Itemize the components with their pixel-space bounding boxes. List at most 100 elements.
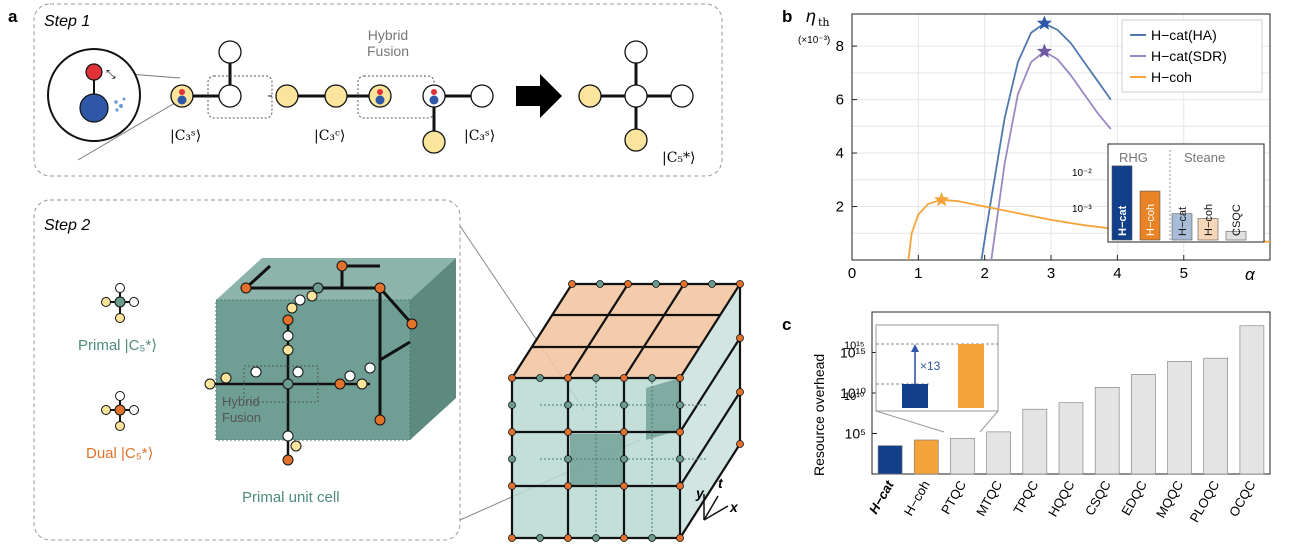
b-series-line-0 [980,22,1112,261]
c-xlabel-EDQC: EDQC [1118,478,1150,518]
c-xlabel-HQQC: HQQC [1045,478,1077,519]
inset-bar-1 [1139,190,1161,241]
primal-c5-icon [101,283,139,323]
panel-a-letter: a [8,7,18,26]
panel-b-xtitle: α [1245,265,1256,284]
c-xlabel-CSQC: CSQC [1082,478,1114,518]
panel-b-ytitle-sub: th [818,16,830,29]
panel-c-ytitle: Resource overhead [811,354,827,476]
dual-c5-icon [101,391,139,431]
rhg-lattice [508,280,744,542]
panel-c-bars [877,325,1265,475]
b-peak-star-1 [1036,43,1052,58]
hybrid-fusion-cube-1: Hybrid [222,394,260,409]
inset-bar-label-0: H−cat [1117,205,1129,236]
legend-hcat-ha: H−cat(HA) [1151,27,1217,43]
panel-b-yunit: (×10⁻³) [798,35,830,46]
primal-unit-cell-cube [204,258,456,466]
c-bar-MQQC [1167,361,1192,475]
c-xlabel-PTQC: PTQC [938,478,969,517]
ket-c5: |C₅*⟩ [662,150,696,166]
panel-c-xlabels: H−cat H−coh PTQC MTQC TPQC HQQC CSQC EDQC MQQC PL… [866,477,1259,524]
panel-b-frame [851,13,1271,261]
inset-group-rhg: RHG [1119,150,1148,165]
b-ytick-label: 6 [836,92,844,109]
c-bar-PLOQC [1203,357,1229,475]
panel-b-ytitle: η [806,6,816,26]
right-arrow-icon [516,74,562,118]
inset-bar-label-4: CSQC [1231,204,1243,236]
red-ancilla-icon [85,63,103,81]
panel-b-ticks: 0 1 2 3 4 5 2 4 6 8 [836,38,1188,282]
c-xlabel-OCQC: OCQC [1226,478,1258,519]
inset-factor: ×13 [920,359,941,373]
inset-ytick-2: 10⁻³ [1072,204,1092,215]
c-xlabel-H−cat: H−cat [866,477,897,516]
c-bar-TPQC [1022,408,1048,475]
ket-c3s-1: |C₃ˢ⟩ [170,128,201,144]
b-xtick-label: 0 [848,265,856,282]
cluster-c5-star [578,40,694,152]
inset-ytick-1: 10⁻² [1072,168,1092,179]
axis-t-label: t [718,475,724,491]
c-xlabel-MTQC: MTQC [973,478,1005,519]
primal-unit-cell-label: Primal unit cell [242,489,340,506]
swap-arrows-icon: ⤡ [106,67,116,81]
c-bar-CSQC [1094,387,1120,475]
blue-mode-icon [79,93,109,123]
c-bar-OCQC [1239,325,1265,475]
b-xtick-label: 2 [981,265,989,282]
c-xlabel-TPQC: TPQC [1010,478,1041,517]
primal-label: Primal |C₅*⟩ [78,337,157,354]
c-ytick-label: 10¹⁵ [840,345,866,361]
inset-c-ytick-1: 10¹⁵ [844,340,864,352]
cluster-c3c [275,75,435,119]
axis-x-label: x [729,499,739,515]
c-bar-HQQC [1058,402,1084,475]
inset-bar-2 [1171,213,1193,241]
hybrid-fusion-top-2: Fusion [367,43,409,59]
b-series-line-1 [990,50,1112,261]
panel-b-inset: RHG Steane 10⁻² 10⁻³ H−cat H−coh H−cat H−co… [1072,143,1265,243]
legend-hcat-sdr: H−cat(SDR) [1151,48,1227,64]
b-xtick-label: 5 [1180,265,1188,282]
legend-hcoh: H−coh [1151,69,1192,85]
step2-title: Step 2 [44,217,90,234]
b-xtick-label: 4 [1113,265,1121,282]
inset-c-ytick-2: 10¹⁰ [844,391,865,403]
c-bar-H−coh [913,439,939,475]
step1-box [33,3,723,177]
inset-bar-0 [1111,165,1133,241]
axis-y-label: y [695,485,705,501]
magnifier: ⤡ [47,48,181,161]
inset-bar-label-2: H−cat [1177,207,1189,236]
inset-group-steane: Steane [1184,150,1225,165]
panel-c-letter: c [782,315,791,334]
c-ytick-label: 10⁵ [845,426,866,442]
hybrid-fusion-cube-2: Fusion [222,410,261,425]
axis-triad [703,494,729,521]
panel-c-inset: ×13 10¹⁵ 10¹⁰ [844,324,999,433]
c-bar-EDQC [1131,374,1156,475]
panel-b-legend: H−cat(HA) H−cat(SDR) H−coh [1121,19,1263,93]
c-xlabel-MQQC: MQQC [1153,478,1186,521]
c-bar-H−cat [877,445,903,475]
b-ytick-label: 8 [836,38,844,55]
b-xtick-label: 1 [914,265,922,282]
cluster-c3s-2 [422,84,494,154]
step2-box [33,199,461,541]
dual-label: Dual |C₅*⟩ [86,445,153,462]
inset-bar-label-3: H−coh [1203,204,1215,236]
up-arrow-icon [911,344,919,352]
hybrid-fusion-top-1: Hybrid [368,27,408,43]
c-xlabel-H−coh: H−coh [901,478,933,518]
b-ytick-label: 2 [836,199,844,216]
b-peak-star-2 [934,191,950,207]
c-bar-MTQC [986,431,1011,475]
b-peak-star-0 [1036,15,1052,30]
ket-c3c: |C₃ᶜ⟩ [314,128,345,144]
b-xtick-label: 3 [1047,265,1055,282]
c-ytick-label: 10¹⁰ [840,385,866,401]
panel-c-ticks: 10¹⁵ 10¹⁰ 10⁵ [840,345,877,442]
